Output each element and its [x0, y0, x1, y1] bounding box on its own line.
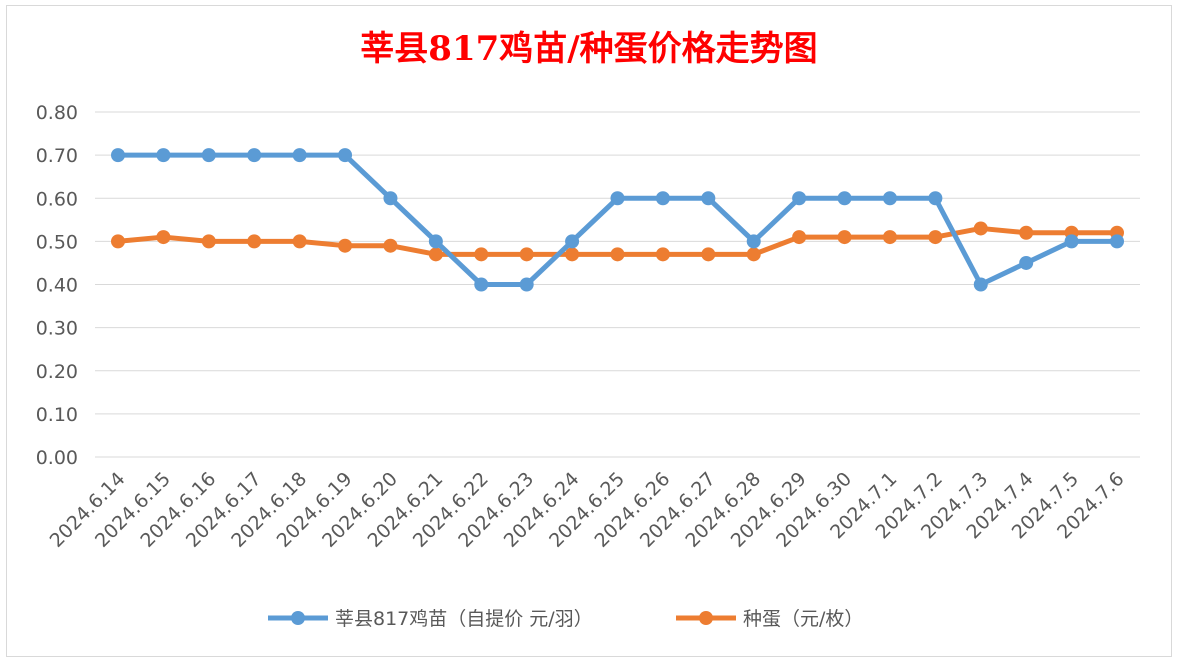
data-point: [837, 230, 852, 245]
data-point: [428, 247, 443, 262]
data-point: [428, 234, 443, 249]
y-tick-label: 0.60: [36, 188, 78, 210]
legend-label: 莘县817鸡苗（自提价 元/羽）: [335, 608, 593, 630]
legend[interactable]: 莘县817鸡苗（自提价 元/羽） 种蛋（元/枚）: [268, 608, 863, 630]
data-point: [338, 148, 353, 163]
data-point: [519, 247, 534, 262]
x-axis-ticks: 2024.6.142024.6.152024.6.162024.6.172024…: [46, 468, 1129, 552]
data-point: [655, 247, 670, 262]
chart-title: 莘县817鸡苗/种蛋价格走势图: [360, 29, 817, 69]
data-point: [1019, 225, 1034, 240]
data-point: [247, 234, 262, 249]
y-tick-label: 0.70: [36, 145, 78, 167]
legend-item-2[interactable]: 种蛋（元/枚）: [676, 608, 863, 630]
data-point: [973, 277, 988, 292]
data-point: [201, 148, 216, 163]
y-tick-label: 0.20: [36, 361, 78, 383]
data-point: [474, 247, 489, 262]
y-tick-label: 0.00: [36, 447, 78, 469]
data-point: [882, 191, 897, 206]
y-tick-label: 0.80: [36, 102, 78, 124]
gridlines: [95, 111, 1140, 458]
data-point: [383, 238, 398, 253]
data-point: [746, 247, 761, 262]
legend-label: 种蛋（元/枚）: [743, 608, 863, 630]
data-point: [1019, 255, 1034, 270]
data-point: [292, 148, 307, 163]
data-point: [1064, 234, 1079, 249]
data-point: [701, 191, 716, 206]
data-point: [610, 247, 625, 262]
y-tick-label: 0.50: [36, 231, 78, 253]
legend-marker: [291, 611, 305, 625]
data-point: [474, 277, 489, 292]
y-axis-ticks: 0.00 0.10 0.20 0.30 0.40 0.50 0.60 0.70 0.80: [36, 102, 78, 469]
data-point: [655, 191, 670, 206]
data-point: [111, 234, 125, 249]
data-point: [610, 191, 625, 206]
data-point: [519, 277, 534, 292]
data-point: [565, 234, 580, 249]
y-tick-label: 0.30: [36, 318, 78, 340]
y-tick-label: 0.40: [36, 275, 78, 297]
data-point: [882, 230, 897, 245]
data-point: [338, 238, 353, 253]
legend-marker: [699, 611, 713, 625]
data-point: [746, 234, 761, 249]
series-group: [111, 148, 1124, 292]
data-point: [156, 230, 171, 245]
data-point: [156, 148, 171, 163]
series-line: [115, 152, 1120, 287]
data-point: [973, 221, 988, 236]
data-point: [928, 191, 943, 206]
data-point: [837, 191, 852, 206]
chart-area: [6, 5, 1172, 657]
data-point: [383, 191, 398, 206]
data-point: [792, 230, 807, 245]
data-point: [247, 148, 262, 163]
data-point: [201, 234, 216, 249]
data-point: [565, 247, 580, 262]
data-point: [928, 230, 943, 245]
data-point: [1110, 234, 1124, 249]
data-point: [292, 234, 307, 249]
y-tick-label: 0.10: [36, 404, 78, 426]
data-point: [792, 191, 807, 206]
data-point: [701, 247, 716, 262]
series-1: [111, 148, 1124, 292]
data-point: [111, 148, 125, 163]
legend-item-1[interactable]: 莘县817鸡苗（自提价 元/羽）: [268, 608, 593, 630]
